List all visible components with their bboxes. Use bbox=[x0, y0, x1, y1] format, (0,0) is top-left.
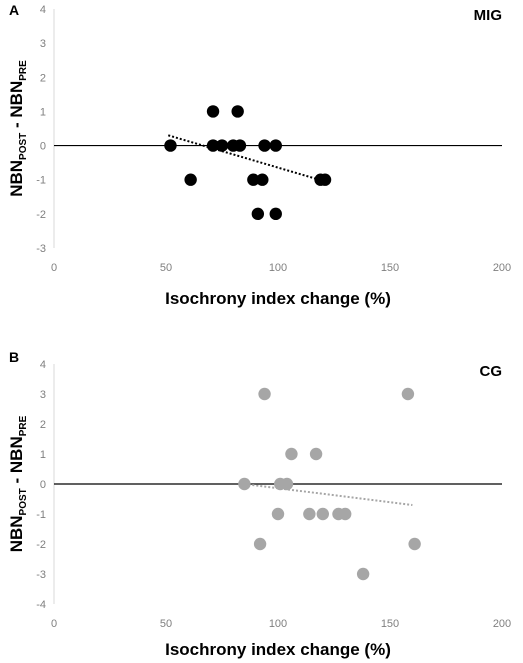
data-point bbox=[318, 173, 332, 186]
y-tick-label: 1 bbox=[40, 449, 46, 461]
y-tick-label: 0 bbox=[40, 141, 46, 153]
y-tick-label: -3 bbox=[36, 243, 46, 255]
data-point bbox=[309, 447, 323, 461]
panel-letter: A bbox=[9, 2, 19, 18]
data-point bbox=[269, 139, 282, 152]
y-tick-label: 2 bbox=[40, 72, 46, 84]
data-point bbox=[215, 139, 229, 152]
x-tick-label: 200 bbox=[493, 262, 511, 274]
y-axis-label: NBNPOST - NBNPRE bbox=[7, 415, 29, 552]
data-point bbox=[253, 537, 267, 551]
trendline bbox=[167, 134, 326, 183]
x-tick-label: 0 bbox=[51, 262, 57, 274]
panel-a: -3 -2 -1 0 1 2 3 4 0 50 100 150 200 A MIG Isochrony ind… bbox=[7, 2, 511, 308]
data-point bbox=[251, 207, 265, 221]
panel-title: MIG bbox=[474, 7, 502, 24]
y-axis-label: NBNPOST - NBNPRE bbox=[7, 60, 29, 197]
x-tick-label: 0 bbox=[51, 618, 57, 630]
x-tick-label: 50 bbox=[160, 262, 172, 274]
data-point bbox=[256, 173, 269, 186]
y-tick-label: -2 bbox=[36, 539, 46, 551]
y-tick-label: 0 bbox=[40, 479, 46, 491]
y-tick-label: 3 bbox=[40, 389, 46, 401]
data-point bbox=[258, 387, 271, 401]
trendline bbox=[244, 483, 413, 506]
data-point bbox=[269, 207, 282, 221]
x-tick-label: 200 bbox=[493, 618, 511, 630]
panel-b: -4 -3 -2 -1 0 1 2 3 4 0 50 100 150 200 B CG Isochrony in… bbox=[7, 349, 511, 659]
x-axis-label: Isochrony index change (%) bbox=[165, 640, 391, 659]
x-tick-label: 150 bbox=[381, 262, 399, 274]
data-point bbox=[303, 507, 316, 521]
y-tick-label: 1 bbox=[40, 106, 46, 118]
data-point bbox=[271, 507, 285, 521]
y-tick-label: -1 bbox=[36, 509, 46, 521]
data-point bbox=[316, 507, 329, 521]
x-tick-label: 150 bbox=[381, 618, 399, 630]
y-tick-label: -1 bbox=[36, 175, 46, 187]
data-point bbox=[231, 105, 244, 118]
data-point bbox=[408, 537, 421, 551]
y-tick-label: 4 bbox=[40, 4, 46, 16]
data-point bbox=[184, 173, 197, 186]
data-point bbox=[164, 139, 177, 152]
data-point bbox=[233, 139, 247, 152]
x-axis-label: Isochrony index change (%) bbox=[165, 289, 391, 308]
data-point bbox=[401, 387, 415, 401]
data-point bbox=[356, 567, 370, 581]
y-tick-label: -4 bbox=[36, 599, 46, 611]
y-tick-label: -2 bbox=[36, 209, 46, 221]
panel-title: CG bbox=[480, 363, 503, 380]
x-tick-label: 50 bbox=[160, 618, 172, 630]
data-point bbox=[285, 447, 298, 461]
data-point bbox=[258, 139, 271, 152]
data-point bbox=[247, 173, 260, 186]
data-point bbox=[339, 507, 352, 521]
data-point bbox=[238, 477, 251, 491]
data-point bbox=[206, 139, 220, 152]
data-point bbox=[206, 105, 220, 118]
panel-letter: B bbox=[9, 349, 19, 365]
y-tick-label: 4 bbox=[40, 359, 46, 371]
y-tick-label: -3 bbox=[36, 569, 46, 581]
x-tick-label: 100 bbox=[269, 618, 287, 630]
x-tick-label: 100 bbox=[269, 262, 287, 274]
data-point bbox=[280, 477, 294, 491]
y-tick-label: 2 bbox=[40, 419, 46, 431]
y-tick-label: 3 bbox=[40, 38, 46, 50]
